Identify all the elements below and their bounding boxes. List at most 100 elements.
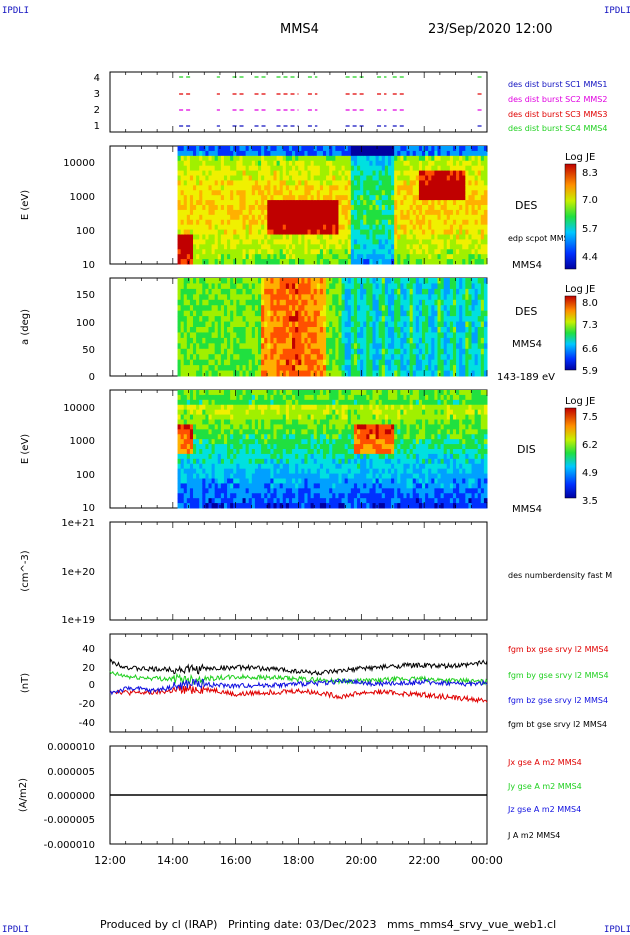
spectrogram-cell bbox=[450, 171, 454, 176]
spectrogram-cell bbox=[369, 244, 373, 249]
spectrogram-cell bbox=[264, 498, 268, 503]
spectrogram-cell bbox=[258, 371, 262, 377]
spectrogram-cell bbox=[348, 244, 352, 249]
spectrogram-cell bbox=[391, 289, 395, 295]
spectrogram-cell bbox=[326, 316, 330, 322]
spectrogram-cell bbox=[243, 322, 247, 328]
spectrogram-cell bbox=[289, 338, 293, 344]
spectrogram-cell bbox=[403, 190, 407, 195]
spectrogram-cell bbox=[252, 190, 256, 195]
spectrogram-cell bbox=[233, 190, 237, 195]
spectrogram-cell bbox=[326, 225, 330, 230]
spectrogram-cell bbox=[221, 305, 225, 311]
spectrogram-cell bbox=[351, 278, 355, 284]
spectrogram-cell bbox=[230, 493, 234, 498]
spectrogram-cell bbox=[249, 235, 253, 240]
spectrogram-cell bbox=[413, 332, 417, 338]
spectrogram-cell bbox=[249, 220, 253, 225]
spectrogram-cell bbox=[230, 354, 234, 360]
spectrogram-cell bbox=[407, 195, 411, 200]
spectrogram-cell bbox=[277, 360, 281, 366]
spectrogram-cell bbox=[202, 305, 206, 311]
spectrogram-cell bbox=[410, 354, 414, 360]
spectrogram-cell bbox=[326, 278, 330, 284]
spectrogram-cell bbox=[215, 151, 219, 156]
spectrogram-cell bbox=[255, 176, 259, 181]
spectrogram-cell bbox=[202, 429, 206, 434]
spectrogram-cell bbox=[270, 259, 274, 264]
spectrogram-cell bbox=[342, 239, 346, 244]
spectrogram-cell bbox=[314, 190, 318, 195]
spectrogram-cell bbox=[323, 244, 327, 249]
spectrogram-cell bbox=[379, 300, 383, 306]
spectrogram-cell bbox=[267, 235, 271, 240]
spectrogram-cell bbox=[437, 185, 441, 190]
spectrogram-cell bbox=[304, 210, 308, 215]
spectrogram-cell bbox=[382, 316, 386, 322]
spectrogram-cell bbox=[261, 420, 265, 425]
spectrogram-cell bbox=[227, 439, 231, 444]
spectrogram-cell bbox=[348, 338, 352, 344]
spectrogram-cell bbox=[425, 161, 429, 166]
spectrogram-cell bbox=[239, 166, 243, 171]
spectrogram-cell bbox=[277, 244, 281, 249]
spectrogram-cell bbox=[348, 354, 352, 360]
spectrogram-cell bbox=[304, 343, 308, 349]
spectrogram-cell bbox=[212, 180, 216, 185]
spectrogram-cell bbox=[354, 200, 358, 205]
spectrogram-cell bbox=[363, 180, 367, 185]
spectrogram-cell bbox=[301, 239, 305, 244]
spectrogram-cell bbox=[239, 294, 243, 300]
spectrogram-cell bbox=[338, 220, 342, 225]
spectrogram-cell bbox=[431, 360, 435, 366]
spectrogram-cell bbox=[444, 190, 448, 195]
spectrogram-cell bbox=[298, 343, 302, 349]
spectrogram-cell bbox=[475, 151, 479, 156]
spectrogram-cell bbox=[450, 146, 454, 151]
spectrogram-cell bbox=[249, 305, 253, 311]
spectrogram-cell bbox=[335, 151, 339, 156]
spectrogram-cell bbox=[218, 151, 222, 156]
spectrogram-cell bbox=[385, 180, 389, 185]
spectrogram-cell bbox=[304, 239, 308, 244]
spectrogram-cell bbox=[230, 235, 234, 240]
spectrogram-cell bbox=[264, 420, 268, 425]
spectrogram-cell bbox=[273, 185, 277, 190]
spectrogram-cell bbox=[221, 424, 225, 429]
spectrogram-cell bbox=[357, 176, 361, 181]
spectrogram-cell bbox=[236, 259, 240, 264]
spectrogram-cell bbox=[221, 146, 225, 151]
spectrogram-cell bbox=[249, 488, 253, 493]
spectrogram-cell bbox=[354, 225, 358, 230]
spectrogram-cell bbox=[472, 305, 476, 311]
spectrogram-cell bbox=[428, 278, 432, 284]
spectrogram-cell bbox=[239, 161, 243, 166]
spectrogram-cell bbox=[335, 180, 339, 185]
spectrogram-cell bbox=[363, 205, 367, 210]
spectrogram-cell bbox=[388, 338, 392, 344]
spectrogram-cell bbox=[196, 474, 200, 479]
spectrogram-cell bbox=[354, 349, 358, 355]
spectrogram-cell bbox=[425, 205, 429, 210]
spectrogram-cell bbox=[376, 205, 380, 210]
spectrogram-cell bbox=[481, 146, 485, 151]
spectrogram-cell bbox=[270, 338, 274, 344]
spectrogram-cell bbox=[261, 283, 265, 289]
spectrogram-cell bbox=[246, 294, 250, 300]
spectrogram-cell bbox=[227, 498, 231, 503]
spectrogram-cell bbox=[388, 176, 392, 181]
spectrogram-cell bbox=[205, 483, 209, 488]
spectrogram-cell bbox=[267, 332, 271, 338]
spectrogram-cell bbox=[434, 316, 438, 322]
spectrogram-cell bbox=[193, 429, 197, 434]
spectrogram-cell bbox=[475, 305, 479, 311]
spectrogram-cell bbox=[437, 151, 441, 156]
spectrogram-cell bbox=[230, 195, 234, 200]
spectrogram-cell bbox=[459, 322, 463, 328]
spectrogram-cell bbox=[264, 322, 268, 328]
spectrogram-cell bbox=[193, 195, 197, 200]
spectrogram-cell bbox=[193, 283, 197, 289]
spectrogram-cell bbox=[400, 289, 404, 295]
spectrogram-cell bbox=[422, 156, 426, 161]
spectrogram-cell bbox=[425, 354, 429, 360]
